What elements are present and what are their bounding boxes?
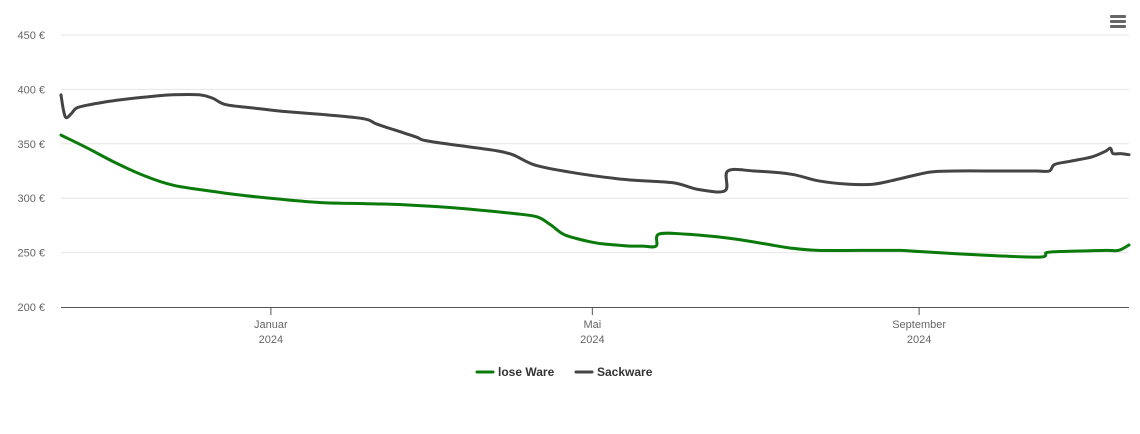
legend-label: Sackware xyxy=(597,365,653,379)
legend-item-1[interactable]: Sackware xyxy=(574,365,653,379)
y-tick-label: 400 € xyxy=(17,84,45,96)
y-tick-label: 200 € xyxy=(17,302,45,314)
legend-label: lose Ware xyxy=(498,365,555,379)
x-tick-sublabel: 2024 xyxy=(580,334,604,346)
y-tick-label: 350 € xyxy=(17,139,45,151)
x-tick-label: Mai xyxy=(583,319,601,331)
series-layer xyxy=(59,93,1131,259)
x-tick-sublabel: 2024 xyxy=(259,334,283,346)
x-tick-sublabel: 2024 xyxy=(907,334,931,346)
x-tick-label: Januar xyxy=(254,319,288,331)
legend: lose Ware Sackware xyxy=(475,365,653,379)
grid-lines xyxy=(61,34,1129,254)
x-tick-label: September xyxy=(892,319,946,331)
y-tick-label: 300 € xyxy=(17,193,45,205)
y-tick-label: 250 € xyxy=(17,248,45,260)
y-axis: 200 € 250 € 300 € 350 € 400 € 450 € xyxy=(17,30,45,314)
series-line-0 xyxy=(59,133,1131,259)
x-axis: Januar 2024 Mai 2024 September 2024 xyxy=(61,307,1129,346)
legend-item-0[interactable]: lose Ware xyxy=(475,365,555,379)
series-line-1 xyxy=(59,93,1131,194)
hamburger-menu-icon[interactable] xyxy=(1106,10,1130,34)
y-tick-label: 450 € xyxy=(17,30,45,42)
